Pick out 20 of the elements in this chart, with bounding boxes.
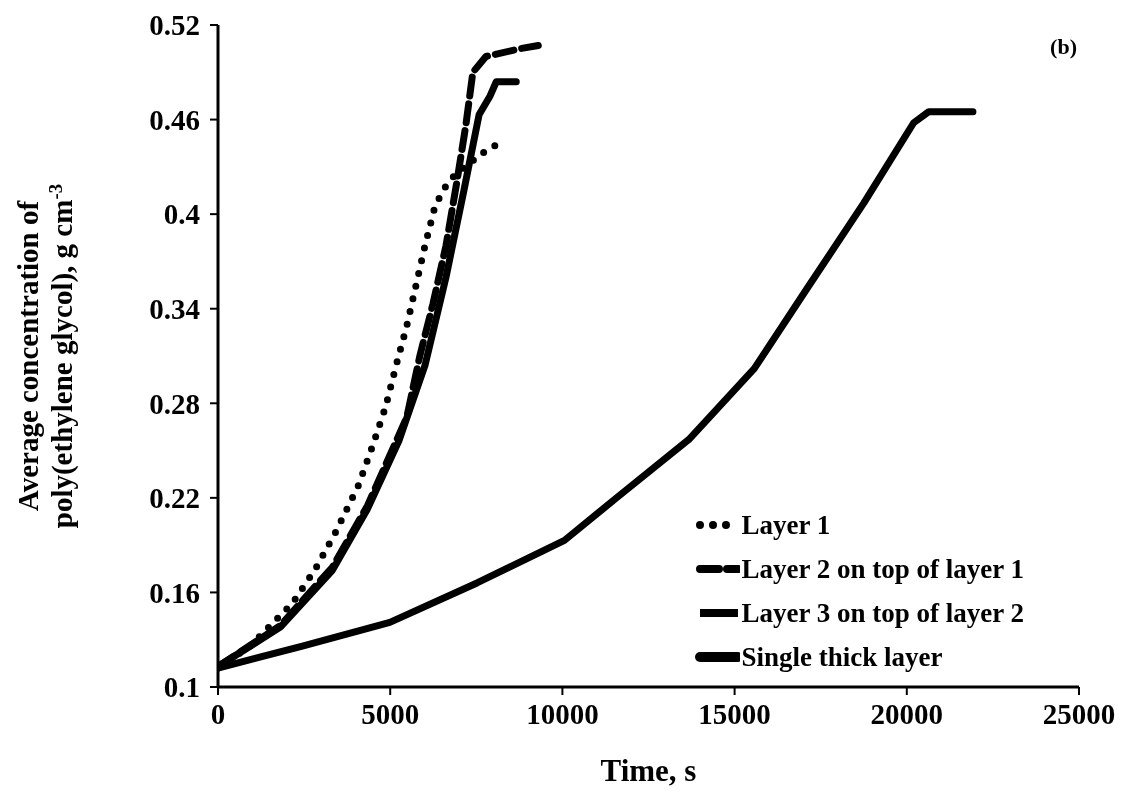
legend-label: Single thick layer (741, 641, 943, 673)
x-tick-label: 0 (210, 697, 226, 730)
legend-label: Layer 1 (741, 509, 831, 541)
x-tick-label: 25000 (1042, 697, 1116, 730)
x-tick-label: 5000 (361, 697, 420, 730)
x-tick-label: 20000 (870, 697, 944, 730)
y-tick-label: 0.46 (149, 103, 200, 136)
y-tick-label: 0.16 (149, 576, 200, 609)
y-tick-label: 0.28 (149, 387, 200, 420)
y-tick-label: 0.4 (163, 198, 200, 231)
x-axis-title: Time, s (600, 753, 697, 788)
x-tick-label: 15000 (698, 697, 771, 730)
y-tick-label: 0.52 (149, 9, 200, 42)
y-tick-label: 0.1 (163, 671, 200, 704)
y-tick-label: 0.22 (149, 482, 200, 515)
annotation: (b) (1050, 34, 1077, 60)
legend-label: Layer 3 on top of layer 2 (741, 597, 1024, 629)
y-tick-label: 0.34 (149, 293, 200, 326)
legend-label: Layer 2 on top of layer 1 (741, 553, 1024, 585)
x-tick-label: 10000 (526, 697, 599, 730)
